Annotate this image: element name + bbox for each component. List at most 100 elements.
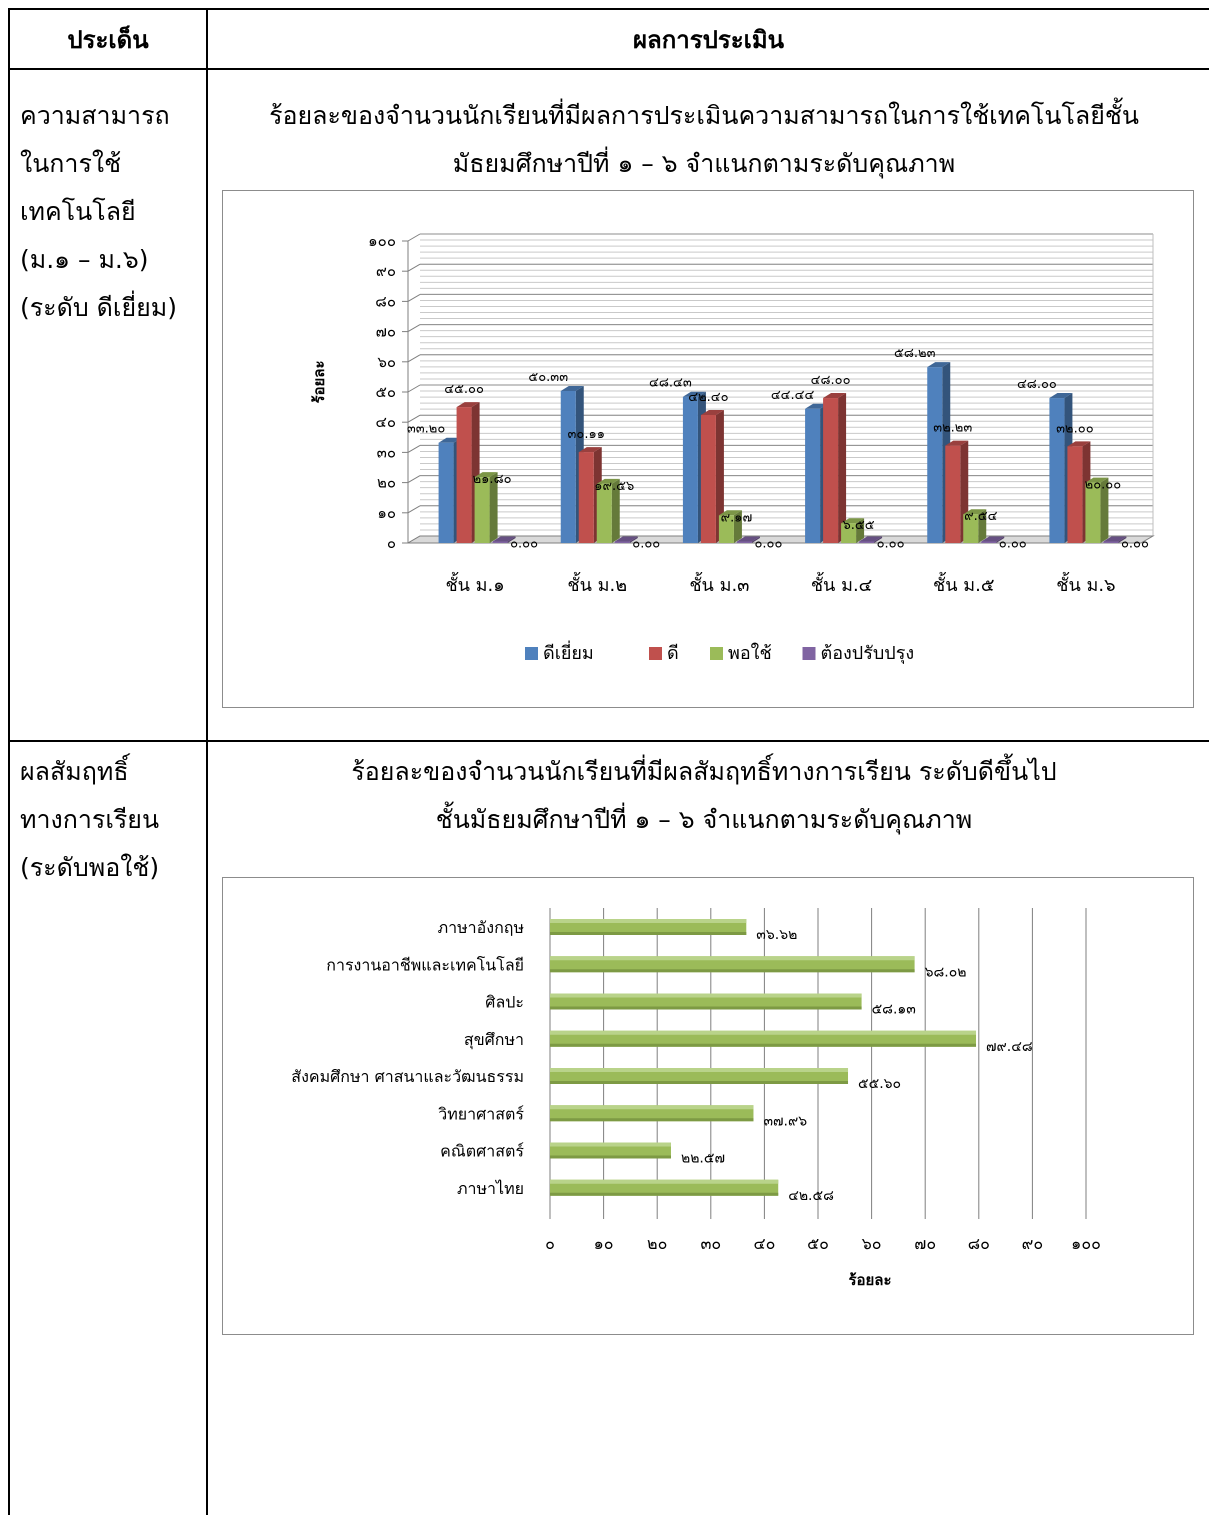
table-border-row	[8, 740, 1209, 742]
x-tick-label: ๕๐	[807, 1234, 829, 1253]
data-label: ๓๖.๖๒	[756, 927, 797, 943]
bar-0	[927, 367, 943, 543]
row2-issue-line: ผลสัมฤทธิ์	[20, 757, 129, 786]
bar-1	[1067, 446, 1083, 543]
bar-0	[682, 396, 698, 543]
bar-side	[856, 518, 865, 543]
x-tick-label: ๑๐๐	[1071, 1234, 1101, 1253]
y-tick-label: ๕๐	[375, 383, 396, 401]
legend-swatch	[710, 647, 723, 660]
bar-1	[945, 445, 961, 543]
x-tick-label: ๐	[545, 1234, 555, 1253]
category-label: ศิลปะ	[485, 993, 524, 1012]
y-tick-label: ๔๐	[375, 413, 396, 431]
chart-technology-box: ๐ ๑๐ ๒๐ ๓๐ ๔๐ ๕๐ ๖๐ ๗๐ ๘๐ ๙๐ ๑๐๐ ร้อยละ ๓๓.๒๐ ๔๕.๐๐ ๒๑…	[222, 190, 1194, 708]
bar-3	[859, 541, 875, 543]
row2-issue: ผลสัมฤทธิ์ ทางการเรียน (ระดับพอใช้)	[20, 748, 200, 892]
header-result: ผลการประเมิน	[632, 25, 785, 54]
chart-achievement-box: ๐ ๑๐ ๒๐ ๓๐ ๔๐ ๕๐ ๖๐ ๗๐ ๘๐ ๙๐ ๑๐๐ ร้อยละ ภาษาอังกฤษ ๓๖…	[222, 877, 1194, 1335]
x-tick-label: ชั้น ม.๔	[811, 572, 872, 596]
data-label: ๐.๐๐	[1121, 537, 1149, 552]
gridline-side	[407, 324, 421, 333]
bar-2	[474, 477, 490, 543]
y-tick-label: ๙๐	[376, 262, 396, 280]
data-label: ๕๘.๑๓	[872, 1002, 916, 1018]
y-tick-label: ๑๐	[377, 504, 396, 522]
bar-side	[611, 478, 620, 543]
y-tick-label: ๘๐	[375, 292, 396, 310]
x-tick-label: ๗๐	[914, 1234, 936, 1253]
bar-top	[596, 478, 620, 484]
header-issue: ประเด็น	[67, 25, 149, 54]
x-tick-label: ๖๐	[862, 1234, 882, 1253]
x-tick-label: ๒๐	[647, 1234, 667, 1253]
bar-shadow	[550, 1192, 779, 1196]
bar-side	[489, 472, 498, 543]
gridline-side	[407, 233, 421, 242]
bar-side	[1100, 477, 1109, 543]
gridline-side	[407, 505, 421, 514]
bar-top	[823, 393, 847, 399]
bar-0	[438, 442, 454, 543]
bar-2	[718, 515, 734, 543]
bar-3	[1103, 541, 1119, 543]
bar-side	[1118, 536, 1127, 543]
category-label: วิทยาศาสตร์	[438, 1104, 524, 1123]
legend-swatch	[525, 647, 538, 660]
bar-highlight	[550, 993, 862, 998]
data-label: ๕๘.๒๓	[894, 346, 936, 361]
y-tick-label: ๓๐	[377, 443, 396, 461]
bar-shadow	[550, 1155, 671, 1159]
row2-issue-line: (ระดับพอใช้)	[20, 853, 160, 882]
x-tick-label: ๑๐	[594, 1234, 614, 1253]
bar-side	[996, 536, 1005, 543]
bar-top	[981, 536, 1005, 542]
data-label: ๗๙.๔๘	[986, 1039, 1033, 1055]
bar-highlight	[550, 1030, 977, 1035]
bar-0	[805, 408, 821, 543]
row2-title-line: ชั้นมัธยมศึกษาปีที่ ๑ – ๖ จำแนกตามระดับค…	[435, 805, 973, 834]
x-tick-label: ๘๐	[968, 1234, 990, 1253]
row1-issue-line: (ระดับ ดีเยี่ยม)	[20, 293, 177, 322]
x-tick-label: ๙๐	[1022, 1234, 1043, 1253]
data-label: ๔๕.๐๐	[444, 382, 484, 397]
table-border-mid	[206, 8, 208, 1515]
bar-top	[736, 536, 760, 542]
data-label: ๔๘.๐๐	[1017, 377, 1057, 392]
bar-highlight	[550, 1142, 671, 1147]
row1-issue: ความสามารถ ในการใช้ เทคโนโลยี (ม.๑ – ม.๖…	[20, 92, 200, 332]
bar-side	[733, 510, 742, 543]
y-tick-label: ๒๐	[377, 474, 396, 492]
legend-label: ดีเยี่ยม	[543, 640, 594, 664]
category-label: สังคมศึกษา ศาสนาและวัฒนธรรม	[291, 1067, 524, 1086]
bar-top	[1085, 477, 1109, 483]
gridline-side	[407, 293, 421, 302]
x-tick-label: ชั้น ม.๓	[689, 572, 749, 596]
data-label: ๔๘.๐๐	[811, 373, 851, 388]
data-label: ๓๓.๒๐	[407, 422, 445, 437]
row1-issue-line: (ม.๑ – ม.๖)	[20, 245, 149, 274]
data-label: ๖๘.๐๒	[925, 964, 967, 980]
data-label: ๕๐.๓๓	[528, 370, 568, 385]
bar-top	[927, 362, 951, 368]
y-tick-label: ๐	[387, 534, 396, 552]
y-tick-label: ๗๐	[376, 323, 396, 341]
data-label: ๓๒.๐๐	[1056, 421, 1094, 436]
bar-side	[874, 536, 883, 543]
bar-shadow	[550, 1081, 849, 1084]
bar-highlight	[550, 1105, 754, 1110]
bar-highlight	[550, 1068, 849, 1072]
bar-top	[682, 391, 706, 397]
legend-label: พอใช้	[728, 642, 772, 664]
gridline-side	[407, 263, 421, 272]
bar-shadow	[550, 969, 915, 973]
bar-top	[1049, 393, 1073, 399]
category-label: คณิตศาสตร์	[440, 1142, 524, 1161]
x-tick-label: ชั้น ม.๑	[445, 572, 504, 596]
data-label: ๔๒.๔๐	[688, 390, 728, 405]
row1-title-line: มัธยมศึกษาปีที่ ๑ – ๖ จำแนกตามระดับคุณภา…	[452, 149, 956, 178]
data-label: ๔๒.๕๘	[788, 1188, 834, 1204]
row1-issue-line: ในการใช้	[20, 149, 122, 178]
data-label: ๓๒.๒๓	[933, 421, 972, 436]
